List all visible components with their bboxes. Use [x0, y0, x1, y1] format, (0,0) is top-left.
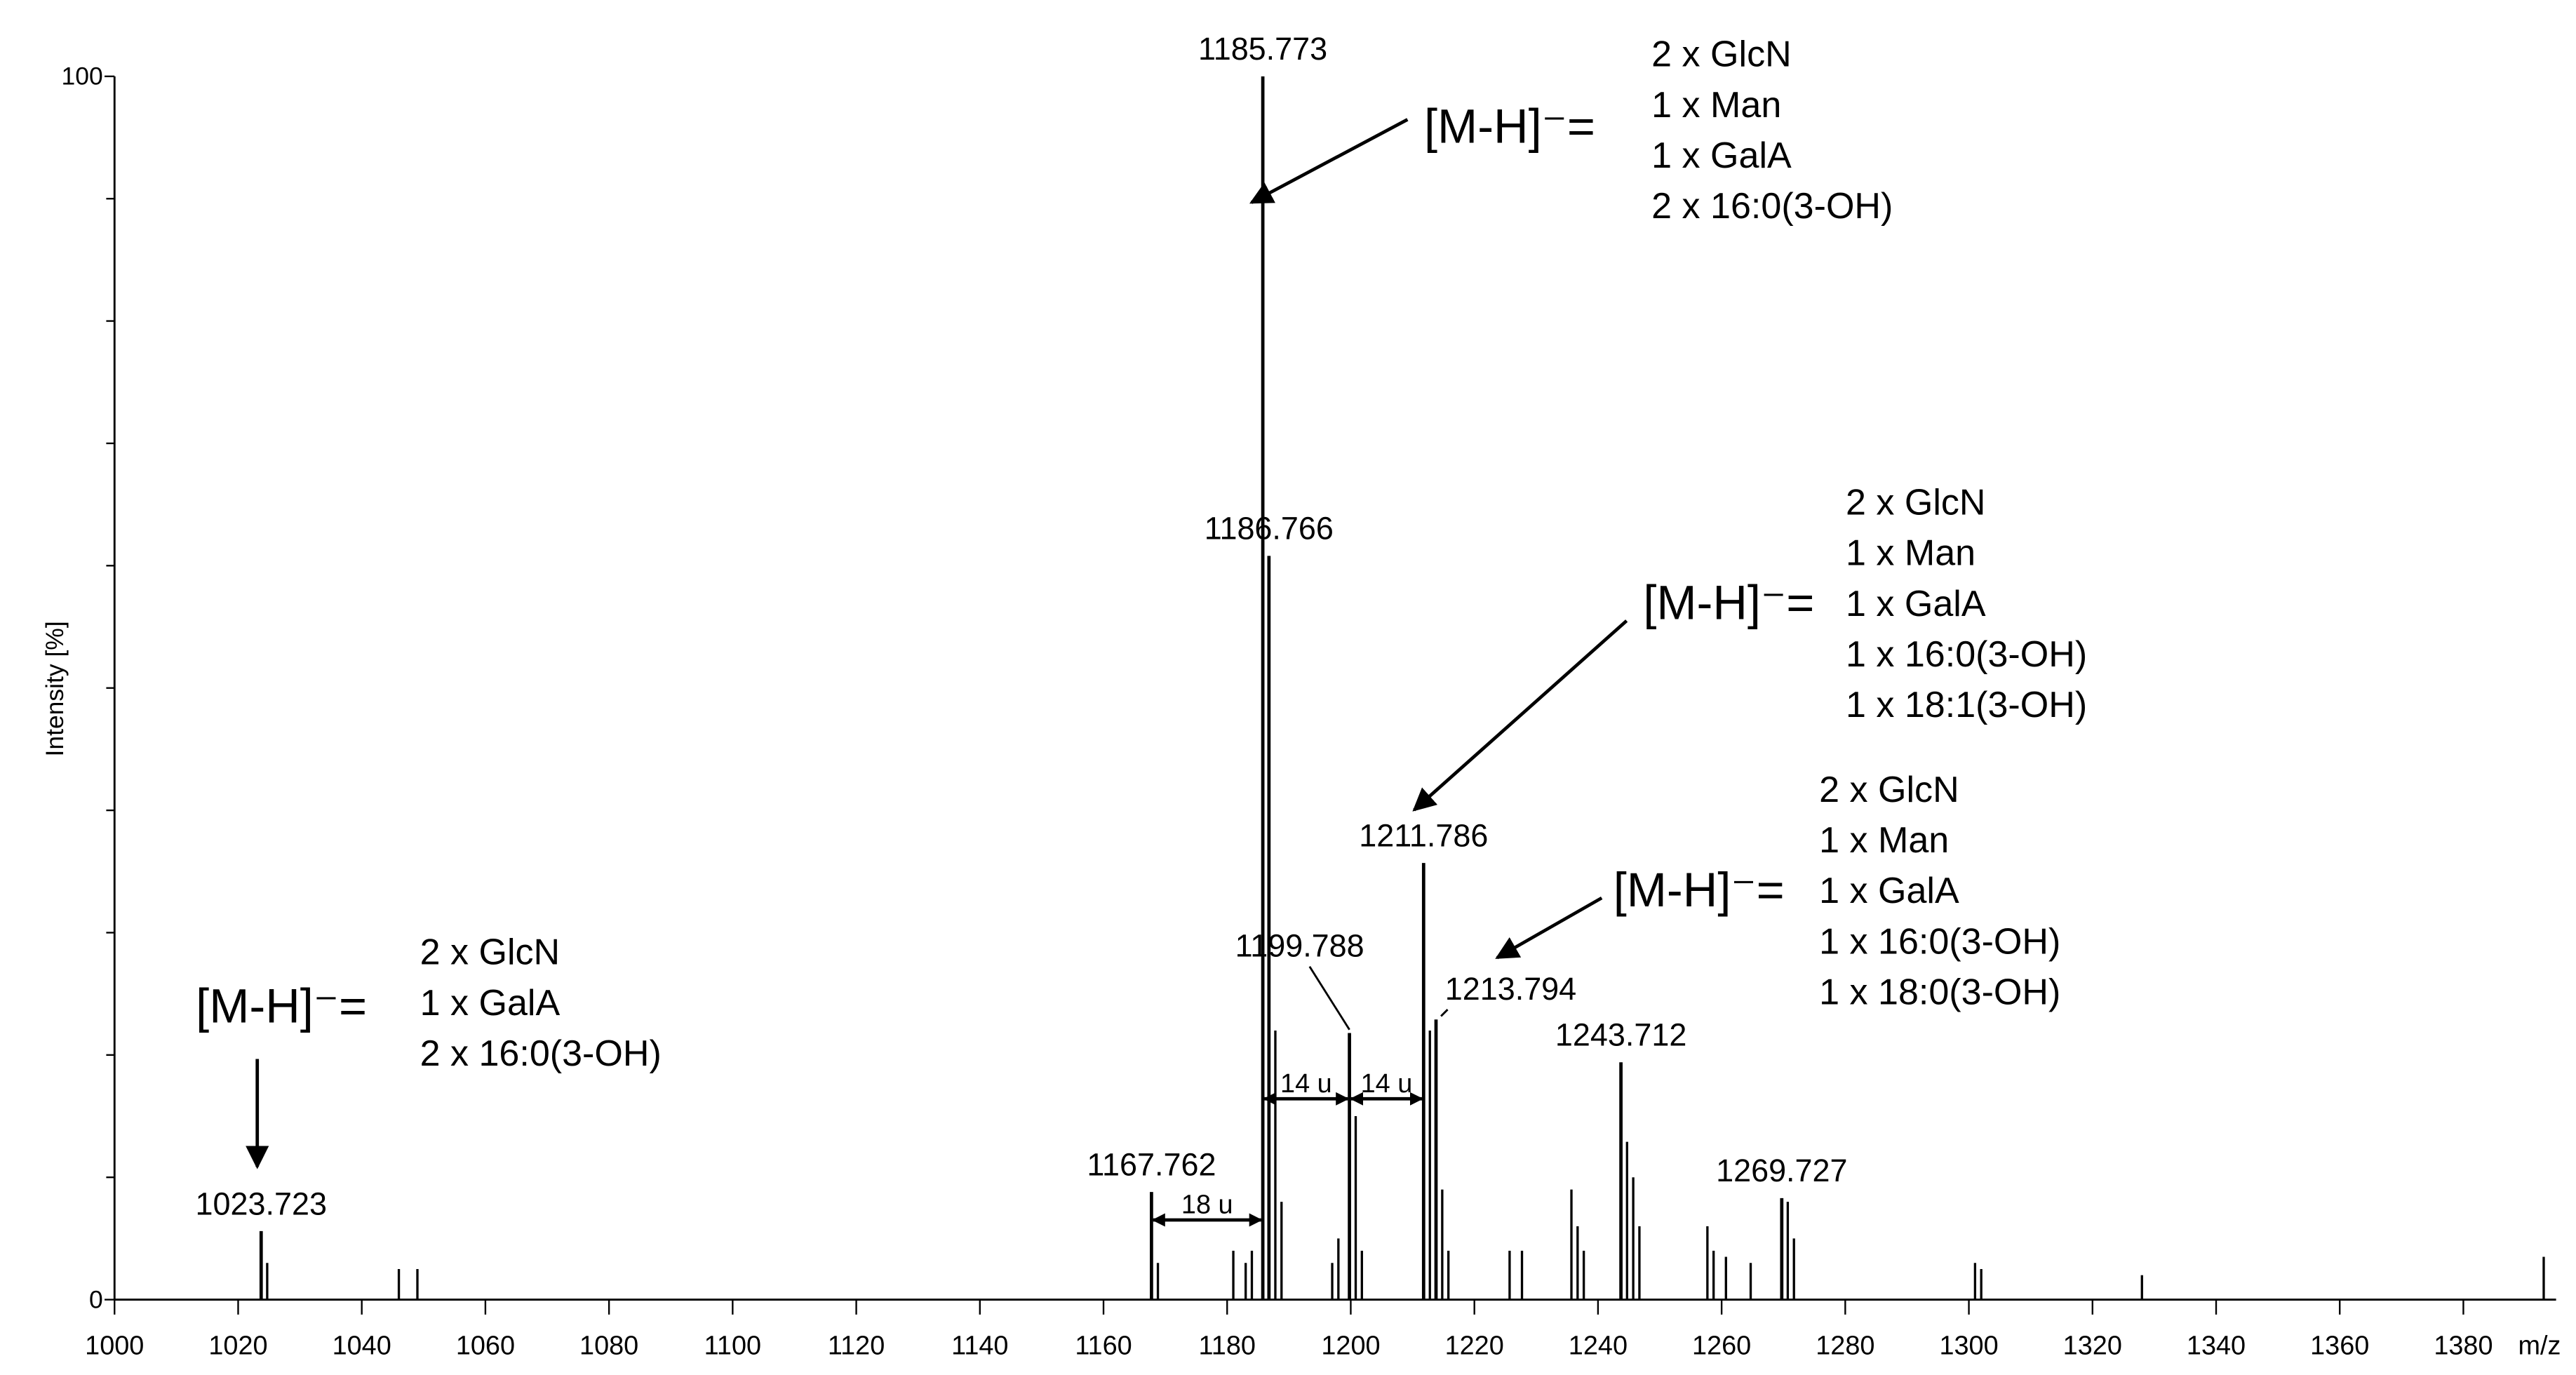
annotation-ion: [M-H]⁻= — [1614, 863, 1785, 917]
x-tick-label: 1340 — [2187, 1332, 2246, 1361]
annotation-line: 1 x Man — [1651, 85, 1781, 126]
annotation-ion: [M-H]⁻= — [196, 979, 367, 1033]
peak-label: 1213.794 — [1445, 971, 1576, 1007]
annotation-line: 2 x GlcN — [420, 932, 561, 973]
annotation-line: 1 x 18:1(3-OH) — [1846, 685, 2087, 725]
annotation-line: 1 x 18:0(3-OH) — [1819, 972, 2060, 1012]
annotation-ion: [M-H]⁻= — [1643, 576, 1814, 630]
annotation-line: 1 x 16:0(3-OH) — [1819, 921, 2060, 962]
x-tick-label: 1020 — [208, 1332, 267, 1361]
annotation-line: 2 x 16:0(3-OH) — [420, 1033, 662, 1074]
x-tick-label: 1000 — [85, 1332, 144, 1361]
annotation-line: 2 x GlcN — [1819, 770, 1959, 810]
annotation-line: 1 x Man — [1819, 820, 1949, 861]
interval-label: 14 u — [1361, 1069, 1413, 1099]
label-leader — [1440, 1009, 1449, 1017]
peak-label: 1167.762 — [1087, 1146, 1216, 1182]
peak-label: 1199.788 — [1235, 928, 1364, 964]
x-tick-label: 1260 — [1692, 1332, 1751, 1361]
annotation-line: 2 x GlcN — [1846, 482, 1986, 523]
annotation-line: 2 x 16:0(3-OH) — [1651, 186, 1893, 227]
x-axis-label: m/z — [2518, 1332, 2561, 1361]
annotation-line: 1 x GalA — [1846, 584, 1986, 624]
annotation-ion: [M-H]⁻= — [1424, 99, 1595, 153]
annotation-line: 1 x 16:0(3-OH) — [1846, 634, 2087, 675]
annotation-arrow — [1249, 118, 1409, 204]
peak-label: 1185.773 — [1198, 31, 1327, 67]
annotation-line: 1 x GalA — [420, 983, 561, 1024]
annotation-line: 2 x GlcN — [1651, 34, 1792, 75]
y-axis-label: Intensity [%] — [41, 621, 69, 756]
x-tick-label: 1080 — [579, 1332, 638, 1361]
x-tick-label: 1140 — [951, 1332, 1008, 1361]
label-leader — [1308, 966, 1350, 1031]
x-tick-label: 1380 — [2434, 1332, 2493, 1361]
annotation-line: 1 x GalA — [1819, 871, 1959, 911]
x-tick-label: 1040 — [333, 1332, 391, 1361]
x-tick-label: 1100 — [704, 1332, 761, 1361]
peak-label: 1243.712 — [1555, 1017, 1686, 1053]
peak-label: 1186.766 — [1205, 511, 1334, 546]
peak-label: 1023.723 — [196, 1186, 327, 1221]
annotation-arrow — [1412, 619, 1628, 812]
peak-label: 1211.786 — [1359, 817, 1488, 853]
x-tick-label: 1280 — [1816, 1332, 1874, 1361]
x-tick-label: 1160 — [1075, 1332, 1132, 1361]
interval-label: 18 u — [1181, 1190, 1233, 1220]
x-tick-label: 1180 — [1199, 1332, 1256, 1361]
x-tick-label: 1120 — [828, 1332, 885, 1361]
peak-label: 1269.727 — [1716, 1153, 1847, 1188]
y-tick-label: 100 — [62, 62, 103, 90]
x-tick-label: 1220 — [1445, 1332, 1504, 1361]
interval-label: 14 u — [1280, 1069, 1332, 1099]
x-tick-label: 1200 — [1321, 1332, 1380, 1361]
annotation-arrow — [1495, 896, 1603, 960]
annotation-line: 1 x Man — [1846, 533, 1975, 574]
x-tick-label: 1360 — [2310, 1332, 2369, 1361]
annotation-line: 1 x GalA — [1651, 135, 1792, 176]
x-tick-label: 1300 — [1939, 1332, 1998, 1361]
x-tick-label: 1060 — [456, 1332, 515, 1361]
x-tick-label: 1320 — [2063, 1332, 2122, 1361]
y-tick-label: 0 — [89, 1285, 103, 1313]
x-tick-label: 1240 — [1569, 1332, 1628, 1361]
